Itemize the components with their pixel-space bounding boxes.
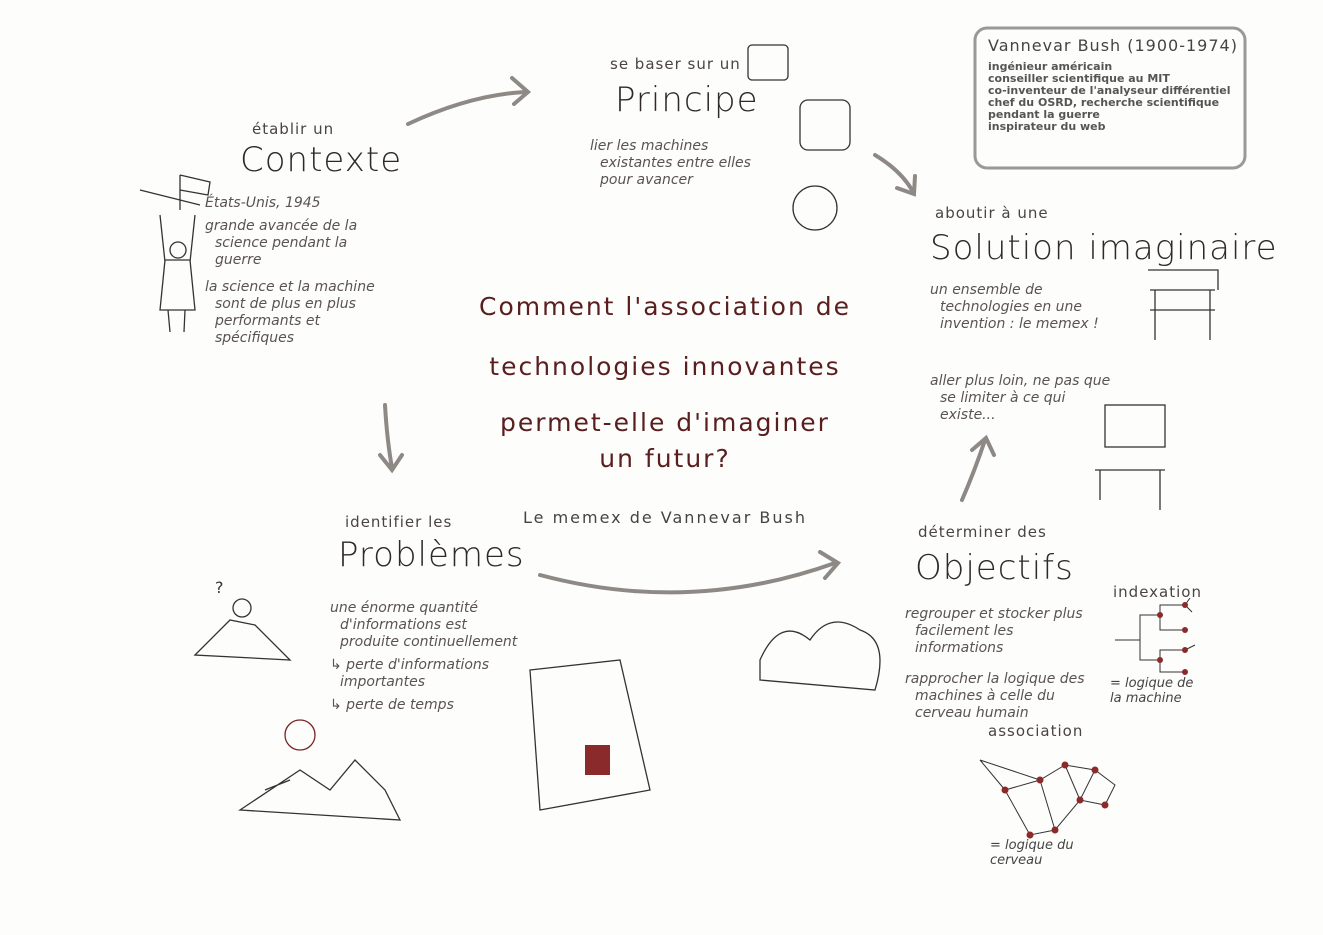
question-line: technologies innovantes (489, 352, 841, 381)
bullet: ↳ perte d'informations importantes (330, 657, 490, 690)
lens (792, 185, 838, 231)
node (1026, 831, 1034, 839)
red-doc (585, 745, 610, 775)
section-kicker: établir un (252, 120, 335, 138)
section-title: Solution imaginaire (930, 228, 1278, 268)
arrow-head (378, 453, 404, 474)
section-title: Contexte (240, 140, 403, 180)
question-mark: ? (215, 578, 224, 597)
arrow-head (818, 550, 842, 580)
node (1051, 826, 1059, 834)
table (1095, 469, 1165, 510)
section-bullets: États-Unis, 1945 grande avancée de la sci… (205, 195, 395, 353)
bullet: ↳ perte de temps (330, 697, 454, 713)
clock (284, 719, 316, 751)
node (1036, 776, 1044, 784)
bullet: lier les machines existantes entre elles… (590, 138, 751, 188)
node (1061, 761, 1069, 769)
section-kicker: aboutir à une (935, 204, 1049, 222)
bullet: États-Unis, 1945 (205, 195, 321, 211)
camera (747, 44, 789, 81)
person (159, 214, 196, 333)
fallen-person (238, 759, 402, 821)
arrow-head (970, 434, 996, 457)
bullet: grande avancée de la science pendant la … (205, 218, 358, 268)
section-title: Problèmes (338, 535, 525, 575)
arrow (873, 153, 914, 192)
bio-box (973, 26, 1247, 170)
subtitle: Le memex de Vannevar Bush (523, 508, 807, 527)
node (1091, 766, 1099, 774)
arrow-head (895, 174, 917, 197)
section-kicker: déterminer des (918, 523, 1047, 541)
machine (799, 99, 851, 151)
paper-pile (193, 619, 292, 661)
arrows (378, 76, 996, 595)
node (1157, 612, 1163, 618)
node (1182, 669, 1188, 675)
node (1101, 801, 1109, 809)
bullet: la science et la machine sont de plus en… (205, 279, 375, 346)
person-head (232, 598, 252, 618)
section-kicker: identifier les (345, 513, 453, 531)
bullet: un ensemble de technologies en une inven… (930, 282, 1099, 332)
bio-items: ingénieur américain conseiller scientifiq… (988, 61, 1240, 133)
question-line: Comment l'association de (478, 292, 851, 321)
bio-item: inspirateur du web (988, 120, 1106, 133)
node (1001, 786, 1009, 794)
indexation-label: indexation (1113, 583, 1202, 601)
arrow (960, 438, 987, 502)
bullet: aller plus loin, ne pas que se limiter à… (930, 373, 1111, 423)
section-bullets: lier les machines existantes entre elles… (590, 138, 760, 195)
section-title: Principe (615, 80, 759, 120)
bullet: rapprocher la logique des machines à cel… (905, 671, 1085, 721)
person-head (169, 241, 187, 259)
bio-item: conseiller scientifique au MIT (988, 72, 1170, 85)
arrow (383, 403, 394, 470)
node (1157, 657, 1163, 663)
telescope-flag (139, 174, 211, 210)
section-title: Objectifs (915, 548, 1074, 588)
screen (1104, 404, 1166, 448)
bio-item: co-inventeur de l'analyseur différentiel (988, 84, 1231, 97)
association-note: = logique du cerveau (990, 838, 1074, 868)
documents (529, 659, 651, 811)
tree (1115, 597, 1196, 673)
bags (759, 621, 881, 691)
bio-item: chef du OSRD, recherche scientifique pen… (988, 96, 1220, 121)
bullet: regrouper et stocker plus facilement les… (905, 606, 1083, 656)
association-label: association (988, 722, 1084, 740)
node (1182, 647, 1188, 653)
tree-nodes (1157, 602, 1188, 675)
bio: Vannevar Bush (1900-1974) ingénieur amér… (988, 36, 1240, 133)
node (1182, 602, 1188, 608)
section-bullets: un ensemble de technologies en une inven… (930, 282, 1115, 430)
arrow (406, 90, 527, 126)
bio-item: ingénieur américain (988, 60, 1113, 73)
sketches (139, 44, 1219, 821)
arrow-head (510, 76, 532, 106)
tree-branches (1115, 597, 1196, 673)
section-bullets: une énorme quantité d'informations est p… (330, 600, 520, 720)
question-line: un futur? (599, 444, 731, 473)
question-line: permet-elle d'imaginer (500, 408, 830, 437)
desk (1148, 269, 1219, 340)
node (1076, 796, 1084, 804)
bullet: une énorme quantité d'informations est p… (330, 600, 518, 650)
network-nodes (1001, 761, 1109, 839)
indexation-note: = logique de la machine (1110, 676, 1194, 706)
section-bullets: regrouper et stocker plus facilement les… (905, 606, 1095, 728)
arrow (538, 561, 837, 595)
bio-title: Vannevar Bush (1900-1974) (988, 36, 1238, 55)
section-kicker: se baser sur un (610, 55, 741, 73)
node (1182, 627, 1188, 633)
